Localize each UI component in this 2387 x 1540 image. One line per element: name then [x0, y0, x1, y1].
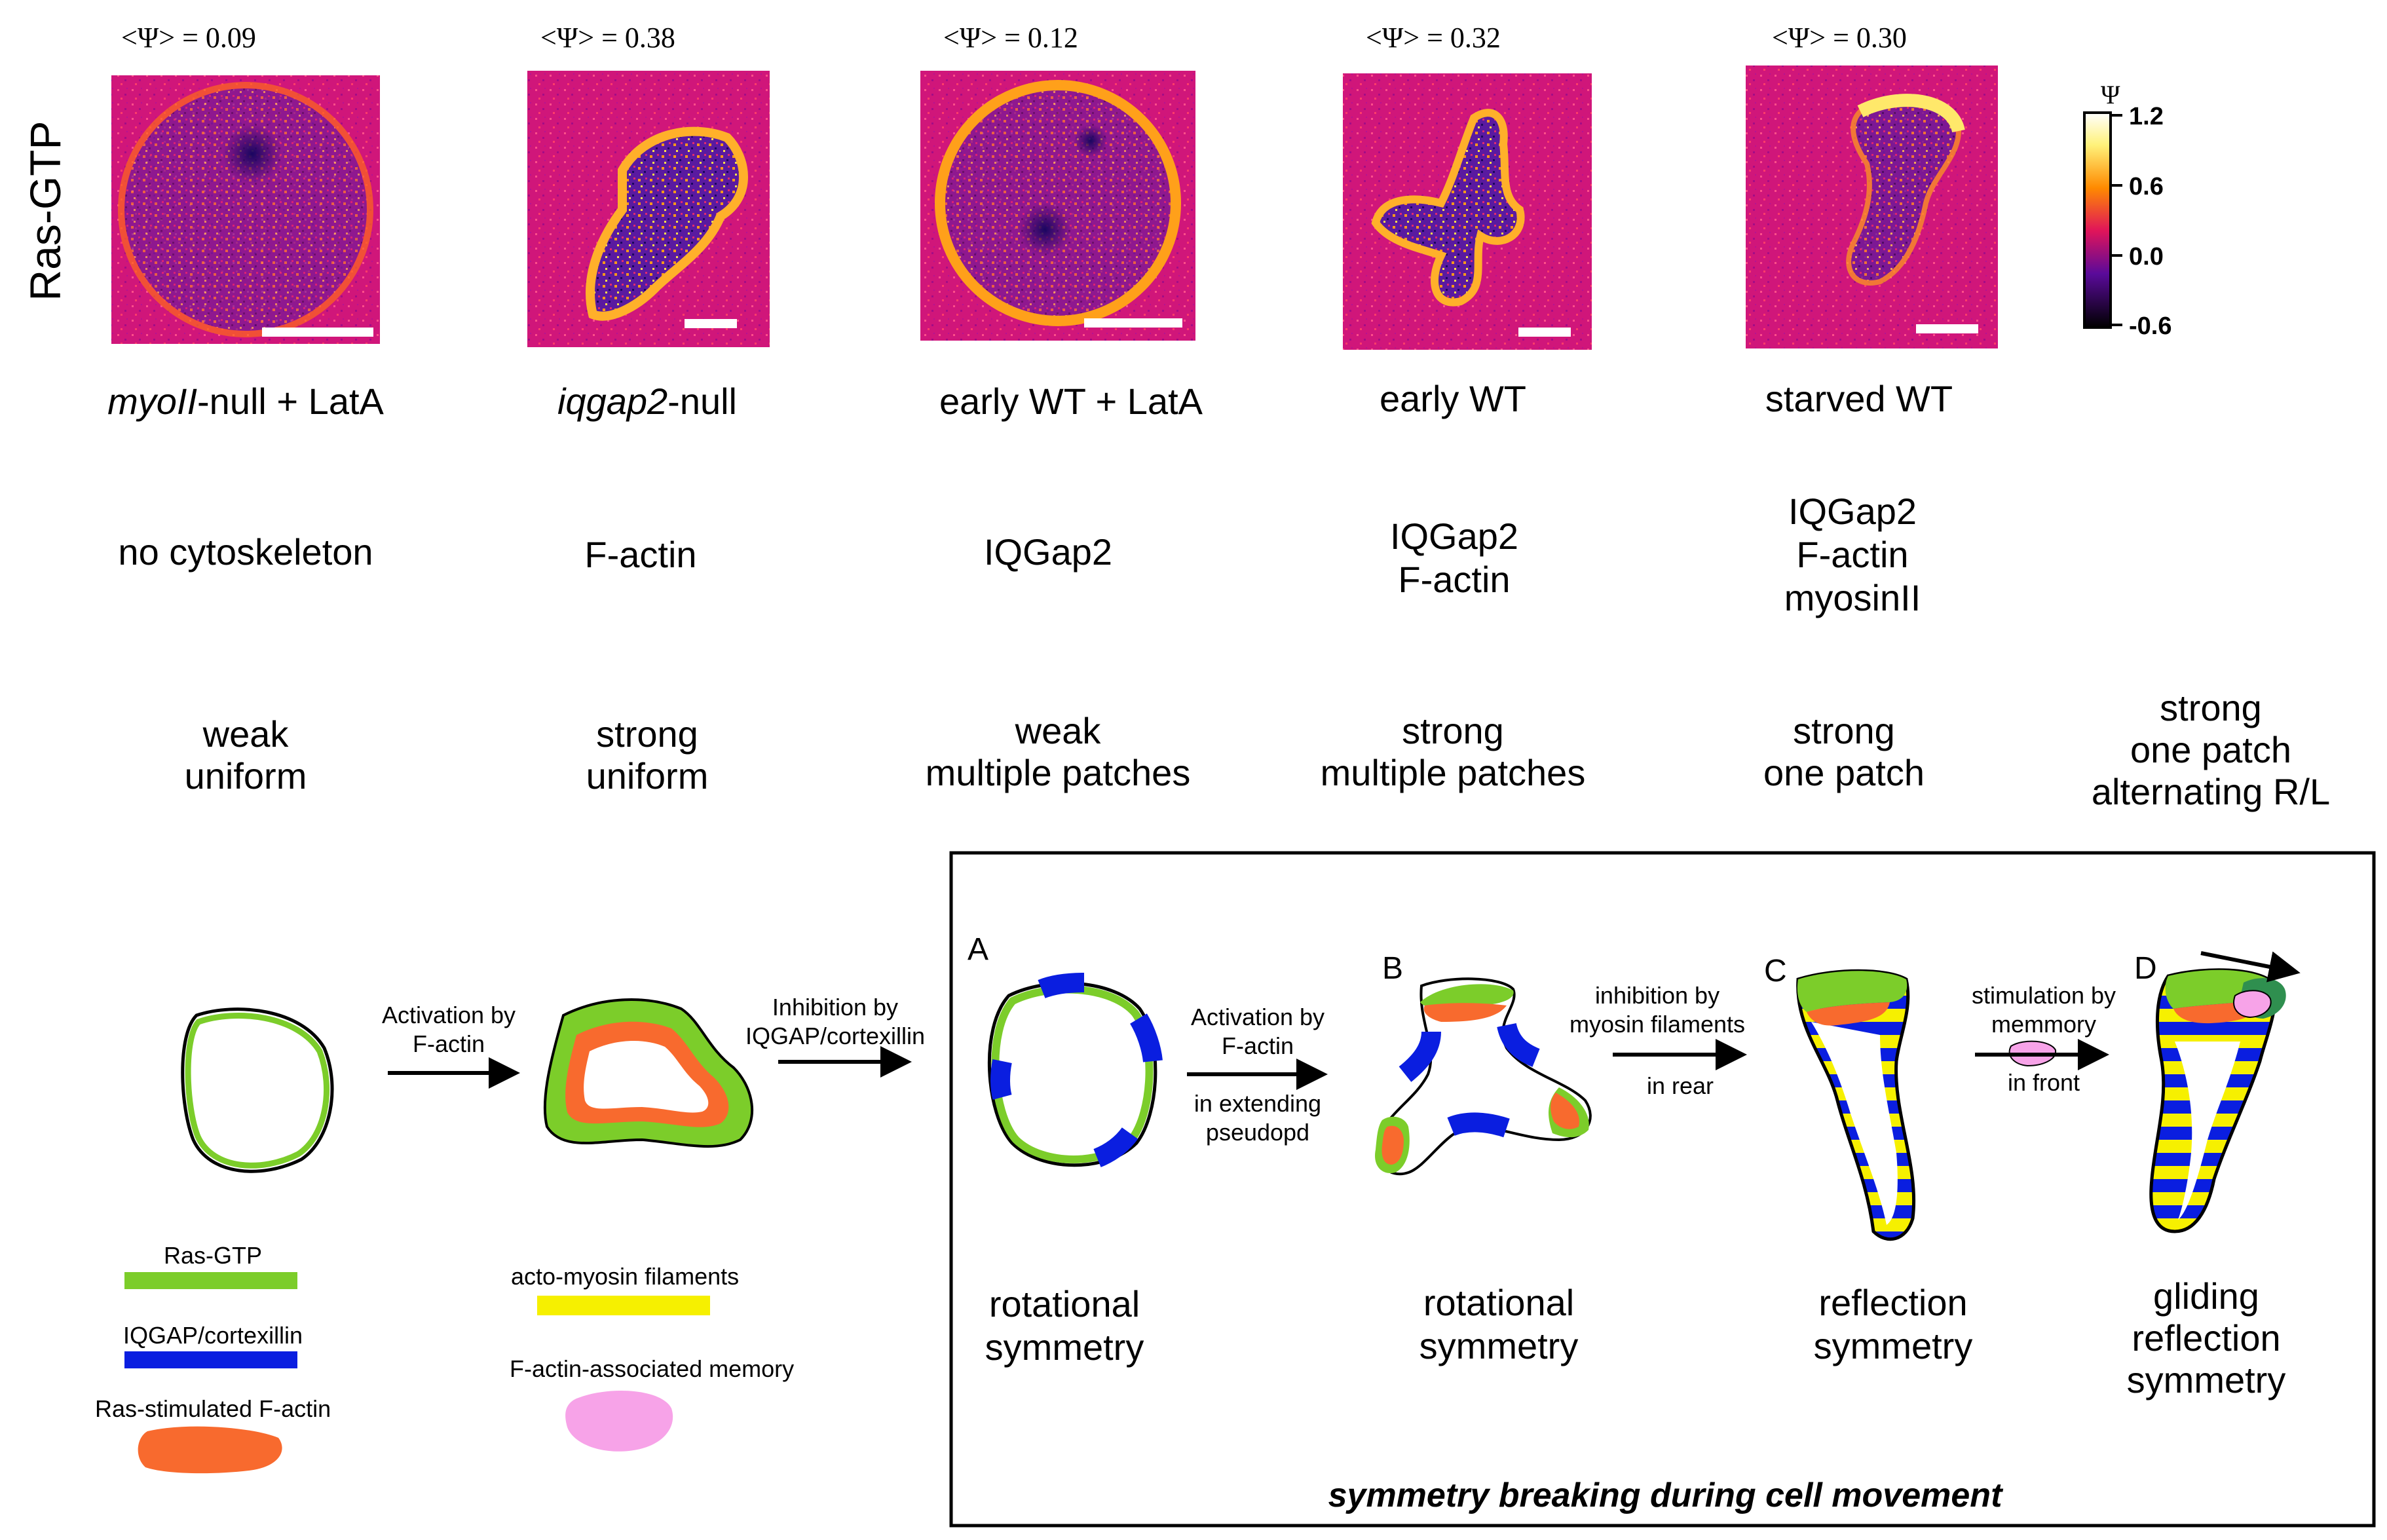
cell-b-rotational — [1375, 977, 1592, 1176]
scale-bar — [1084, 318, 1182, 328]
micrograph-panel-4: <Ψ> = 0.32 — [1343, 22, 1592, 350]
symmetry-box — [949, 851, 2376, 1528]
strain-label: iqgap2-null — [557, 381, 737, 422]
legend-label: acto-myosin filaments — [511, 1263, 739, 1290]
colorbar-tick: -0.6 — [2129, 312, 2171, 340]
psi-value: <Ψ> = 0.32 — [1366, 22, 1501, 54]
micrograph-panel-2: <Ψ> = 0.38 — [527, 22, 770, 347]
strain-label: starved WT — [1765, 378, 1953, 419]
panel-letter: B — [1382, 951, 1403, 986]
colorbar-tick: 0.0 — [2129, 243, 2164, 271]
cell-a-rotational — [987, 973, 1163, 1167]
micrograph-panel-5: <Ψ> = 0.30 — [1746, 22, 1998, 348]
colorbar: Ψ 1.2 0.6 0.0 -0.6 — [2083, 80, 2171, 340]
pattern-label: weak multiple patches — [926, 710, 1191, 793]
arrow-label: in rear — [1647, 1072, 1714, 1099]
micrograph-panel-3: <Ψ> = 0.12 — [920, 22, 1195, 341]
arrow-label: stimulation by memmory — [1972, 982, 2116, 1038]
cell-d-gliding — [2149, 968, 2286, 1233]
row-label: Ras-GTP — [21, 121, 69, 301]
pattern-label: strong uniform — [586, 713, 709, 797]
psi-value: <Ψ> = 0.30 — [1772, 22, 1907, 54]
arrow-label: in extending pseudopd — [1194, 1090, 1321, 1146]
panel-letter: C — [1764, 954, 1787, 988]
legend-label: IQGAP/cortexillin — [123, 1322, 303, 1349]
legend-label: F-actin-associated memory — [510, 1355, 794, 1382]
psi-value: <Ψ> = 0.09 — [121, 22, 256, 54]
psi-value: <Ψ> = 0.12 — [943, 22, 1078, 54]
component-list: IQGap2 F-actin — [1390, 516, 1518, 600]
symmetry-label: gliding reflection symmetry — [2127, 1275, 2286, 1400]
colorbar-tick: 0.6 — [2129, 173, 2164, 200]
scale-bar — [262, 328, 373, 337]
component-list: IQGap2 — [984, 531, 1112, 573]
symmetry-label: rotational symmetry — [1419, 1282, 1579, 1366]
legend: Ras-GTP IQGAP/cortexillin Ras-stimulated… — [95, 1242, 794, 1474]
colorbar-symbol: Ψ — [2101, 80, 2120, 109]
scale-bar — [685, 319, 737, 328]
panel-letter: D — [2134, 951, 2157, 986]
cell-uniform-factin — [543, 998, 754, 1148]
strain-label: early WT — [1380, 378, 1526, 419]
pattern-label: strong one patch alternating R/L — [2092, 687, 2330, 812]
colorbar-tick: 1.2 — [2129, 103, 2164, 130]
symmetry-label: reflection symmetry — [1814, 1282, 1973, 1366]
legend-label: Ras-stimulated F-actin — [95, 1395, 331, 1422]
legend-label: Ras-GTP — [164, 1242, 262, 1269]
scale-bar — [1916, 324, 1978, 333]
arrow-label: Activation by F-actin — [1191, 1004, 1325, 1059]
pattern-label: strong multiple patches — [1321, 710, 1586, 793]
psi-value: <Ψ> = 0.38 — [540, 22, 675, 54]
component-list: IQGap2 F-actin myosinII — [1784, 491, 1921, 618]
component-list: F-actin — [584, 534, 696, 575]
cell-c-reflection — [1796, 969, 1916, 1241]
strain-label: early WT + LatA — [939, 381, 1203, 422]
panel-letter: A — [968, 932, 988, 967]
scale-bar — [1518, 328, 1571, 337]
direction-arrow — [2200, 951, 2301, 983]
symmetry-label: rotational symmetry — [985, 1283, 1144, 1368]
strain-label: myoII-null + LatA — [107, 381, 384, 422]
pattern-label: weak uniform — [185, 713, 307, 797]
component-list: no cytoskeleton — [118, 531, 373, 573]
micrograph-panel-1: <Ψ> = 0.09 — [111, 22, 380, 344]
box-title: symmetry breaking during cell movement — [1328, 1476, 2004, 1514]
arrow-label: Inhibition by IQGAP/cortexillin — [745, 994, 925, 1049]
cell-uniform-ras — [181, 1007, 334, 1173]
arrow-label: Activation by F-actin — [382, 1002, 516, 1057]
arrow-label: inhibition by myosin filaments — [1569, 982, 1745, 1038]
arrow-label: in front — [2008, 1069, 2080, 1096]
pattern-label: strong one patch — [1763, 710, 1925, 793]
